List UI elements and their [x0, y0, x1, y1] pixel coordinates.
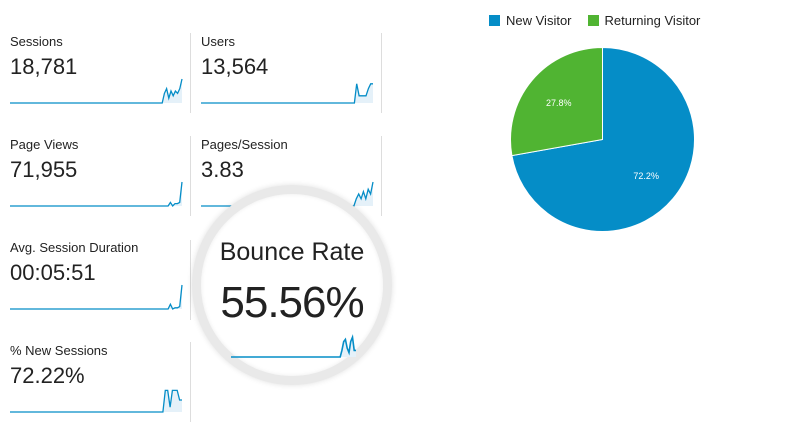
sparkline-area — [201, 182, 373, 206]
pie-slice-label: 27.8% — [546, 98, 572, 108]
legend-label: New Visitor — [506, 13, 572, 28]
legend-swatch — [587, 15, 599, 26]
metric-label: Page Views — [10, 137, 79, 152]
bounce-rate-value: 55.56% — [220, 278, 364, 327]
sparkline-line — [10, 284, 183, 310]
column-divider — [190, 342, 191, 422]
metric-label: Users — [201, 34, 235, 49]
sparkline-area — [10, 390, 182, 412]
metric-label: Avg. Session Duration — [10, 240, 139, 255]
column-divider — [190, 33, 191, 113]
bounce-rate-sparkline — [231, 334, 356, 358]
column-divider — [190, 240, 191, 320]
bounce-rate-label: Bounce Rate — [219, 238, 365, 266]
sparkline-line — [10, 389, 182, 413]
pie-slice-new-visitor[interactable] — [511, 46, 695, 232]
pie-legend: New Visitor Returning Visitor — [489, 13, 700, 28]
metric-value: 00:05:51 — [10, 260, 96, 285]
sparkline-line — [201, 83, 373, 104]
visitor-pie-chart: 72.2% 27.8% — [510, 46, 695, 232]
sparkline-area — [201, 83, 373, 103]
sparkline-area — [231, 337, 356, 357]
metric-sessions[interactable]: Sessions 18,781 — [10, 34, 190, 124]
metric-label: Pages/Session — [201, 137, 288, 152]
sparkline-area — [10, 182, 182, 206]
sparkline — [10, 389, 182, 413]
metric-page-views[interactable]: Page Views 71,955 — [10, 137, 190, 227]
sparkline-area — [10, 285, 182, 309]
pie-slice-returning-visitor[interactable] — [510, 46, 603, 157]
sparkline — [10, 181, 183, 208]
metric-pages-session[interactable]: Pages/Session 3.83 — [201, 137, 381, 227]
legend-item-returning-visitor[interactable]: Returning Visitor — [587, 13, 701, 28]
metric-label: Sessions — [10, 34, 63, 49]
column-divider — [190, 136, 191, 216]
metric-users[interactable]: Users 13,564 — [201, 34, 381, 124]
column-divider — [381, 33, 382, 113]
column-divider — [381, 136, 382, 216]
metric-value: 3.83 — [201, 157, 244, 182]
sparkline — [201, 83, 373, 104]
sparkline — [10, 78, 183, 104]
sparkline-line — [231, 334, 356, 358]
metric-label: % New Sessions — [10, 343, 108, 358]
metric-value: 18,781 — [10, 54, 78, 79]
sparkline-line — [10, 78, 183, 104]
magnifier-bounce-rate[interactable]: Bounce Rate 55.56% — [192, 185, 392, 385]
pie-slice-label: 72.2% — [633, 171, 659, 181]
sparkline — [10, 284, 183, 310]
legend-item-new-visitor[interactable]: New Visitor — [489, 13, 572, 28]
legend-label: Returning Visitor — [604, 13, 701, 28]
legend-swatch — [489, 15, 500, 26]
metric-value: 71,955 — [10, 157, 78, 182]
sparkline-line — [10, 181, 183, 208]
metric-avg-session-duration[interactable]: Avg. Session Duration 00:05:51 — [10, 240, 190, 330]
metric-new-sessions[interactable]: % New Sessions 72.22% — [10, 343, 190, 433]
metric-value: 13,564 — [201, 54, 269, 79]
metric-value: 72.22% — [10, 363, 85, 388]
sparkline-area — [10, 79, 182, 103]
